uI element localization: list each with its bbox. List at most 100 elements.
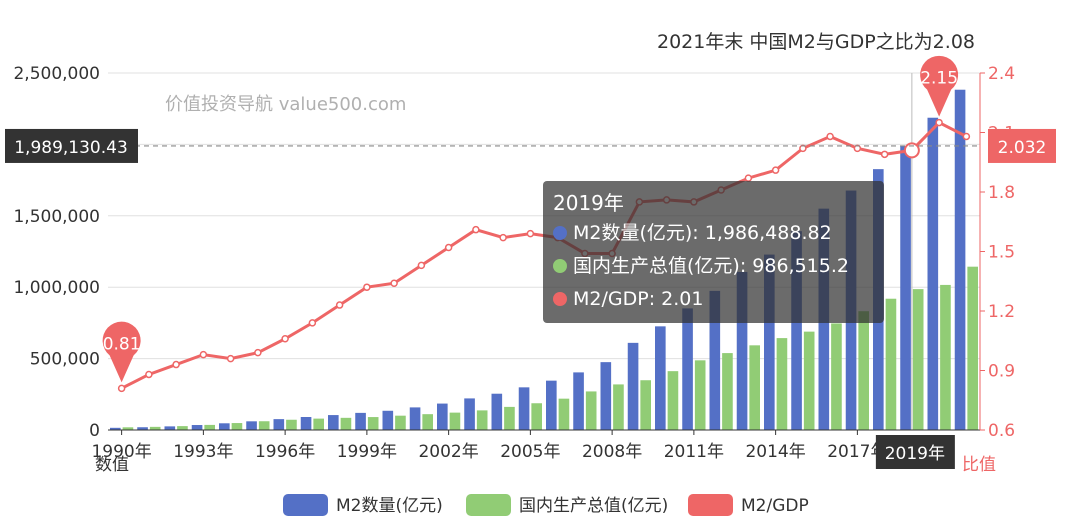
legend-label[interactable]: M2数量(亿元): [336, 496, 443, 516]
bar-m2[interactable]: [791, 231, 802, 430]
x-tick-label: 2005年: [500, 442, 560, 462]
ratio-point[interactable]: [417, 261, 426, 270]
ratio-point[interactable]: [390, 279, 398, 287]
ratio-point[interactable]: [226, 354, 235, 363]
bar-m2[interactable]: [709, 290, 721, 430]
bar-m2[interactable]: [627, 342, 639, 430]
x-tick-label: 1996年: [255, 442, 315, 462]
bar-m2[interactable]: [682, 308, 693, 430]
bar-gdp[interactable]: [367, 417, 379, 430]
pointer-left-label: 1,989,130.43: [14, 138, 128, 158]
bar-m2[interactable]: [300, 417, 312, 430]
bar-gdp[interactable]: [613, 384, 624, 430]
bar-m2[interactable]: [491, 393, 503, 430]
bar-gdp[interactable]: [831, 323, 842, 430]
bar-m2[interactable]: [464, 398, 475, 430]
ratio-point[interactable]: [444, 243, 453, 252]
bar-m2[interactable]: [518, 387, 530, 430]
bar-gdp[interactable]: [640, 380, 651, 430]
ratio-point[interactable]: [281, 335, 289, 343]
bar-m2[interactable]: [954, 89, 966, 431]
bar-m2[interactable]: [164, 426, 176, 430]
ratio-point[interactable]: [771, 166, 780, 174]
bar-m2[interactable]: [573, 372, 584, 430]
bar-gdp[interactable]: [667, 371, 679, 430]
ratio-point[interactable]: [903, 142, 920, 159]
bar-gdp[interactable]: [585, 391, 597, 430]
bar-m2[interactable]: [764, 254, 775, 430]
bar-m2[interactable]: [655, 326, 666, 430]
bar-gdp[interactable]: [231, 423, 243, 430]
marker-pin: [102, 321, 141, 383]
ratio-point[interactable]: [145, 370, 153, 379]
y-left-tick-label: 0: [89, 421, 100, 441]
ratio-point[interactable]: [117, 384, 126, 393]
x-tick-label: 1990年: [91, 442, 151, 462]
tooltip-row-m2: M2数量(亿元): 1,986,488.82: [553, 217, 874, 250]
bar-m2[interactable]: [246, 421, 257, 430]
ratio-point[interactable]: [472, 225, 480, 234]
ratio-point[interactable]: [363, 283, 371, 291]
bar-m2[interactable]: [900, 146, 911, 430]
bar-gdp[interactable]: [177, 426, 188, 430]
ratio-point[interactable]: [499, 233, 507, 242]
bar-m2[interactable]: [219, 423, 230, 430]
bar-m2[interactable]: [328, 415, 339, 430]
bar-gdp[interactable]: [940, 284, 951, 430]
ratio-point[interactable]: [335, 301, 344, 309]
bar-gdp[interactable]: [122, 427, 134, 430]
bar-m2[interactable]: [600, 362, 612, 430]
ratio-point[interactable]: [172, 360, 180, 369]
legend-swatch[interactable]: [283, 494, 328, 516]
bar-m2[interactable]: [273, 419, 285, 430]
bar-m2[interactable]: [409, 407, 421, 430]
bar-gdp[interactable]: [531, 403, 542, 430]
bar-gdp[interactable]: [694, 360, 706, 430]
bar-gdp[interactable]: [340, 417, 352, 430]
ratio-point[interactable]: [308, 319, 317, 327]
pointer-x-label-bg: [875, 435, 955, 469]
bar-gdp[interactable]: [504, 406, 515, 430]
bar-gdp[interactable]: [395, 415, 406, 430]
bar-m2[interactable]: [736, 271, 748, 430]
ratio-point[interactable]: [826, 132, 834, 141]
bar-m2[interactable]: [137, 427, 148, 430]
ratio-point[interactable]: [254, 348, 262, 357]
bar-gdp[interactable]: [476, 410, 488, 430]
ratio-point[interactable]: [199, 350, 208, 359]
bar-gdp[interactable]: [967, 266, 978, 430]
bar-gdp[interactable]: [558, 398, 570, 430]
bar-gdp[interactable]: [803, 331, 815, 430]
bar-gdp[interactable]: [749, 345, 760, 430]
ratio-point[interactable]: [935, 118, 943, 127]
bar-m2[interactable]: [355, 412, 366, 430]
bar-gdp[interactable]: [313, 418, 324, 430]
bar-gdp[interactable]: [286, 419, 297, 430]
legend-label[interactable]: 国内生产总值(亿元): [519, 496, 668, 516]
bar-m2[interactable]: [927, 117, 939, 431]
legend-label[interactable]: M2/GDP: [741, 496, 809, 516]
bar-gdp[interactable]: [722, 353, 733, 430]
bar-gdp[interactable]: [776, 338, 788, 430]
ratio-point[interactable]: [526, 229, 535, 238]
bar-gdp[interactable]: [912, 289, 924, 430]
bar-m2[interactable]: [110, 427, 121, 430]
bar-m2[interactable]: [191, 425, 203, 430]
ratio-point[interactable]: [880, 150, 889, 159]
bar-gdp[interactable]: [258, 421, 270, 430]
legend-swatch[interactable]: [688, 494, 733, 516]
bar-m2[interactable]: [546, 380, 557, 430]
bar-gdp[interactable]: [449, 412, 461, 430]
bar-gdp[interactable]: [422, 414, 433, 430]
legend-swatch[interactable]: [466, 494, 511, 516]
bar-gdp[interactable]: [149, 426, 161, 430]
pointer-right-label: 2.032: [998, 138, 1047, 158]
legend[interactable]: M2数量(亿元) 国内生产总值(亿元) M2/GDP: [283, 494, 809, 516]
bar-m2[interactable]: [437, 403, 448, 430]
bar-gdp[interactable]: [885, 298, 897, 430]
bar-m2[interactable]: [382, 410, 394, 430]
bar-gdp[interactable]: [858, 311, 869, 430]
ratio-point[interactable]: [962, 132, 971, 141]
bar-gdp[interactable]: [204, 424, 215, 430]
